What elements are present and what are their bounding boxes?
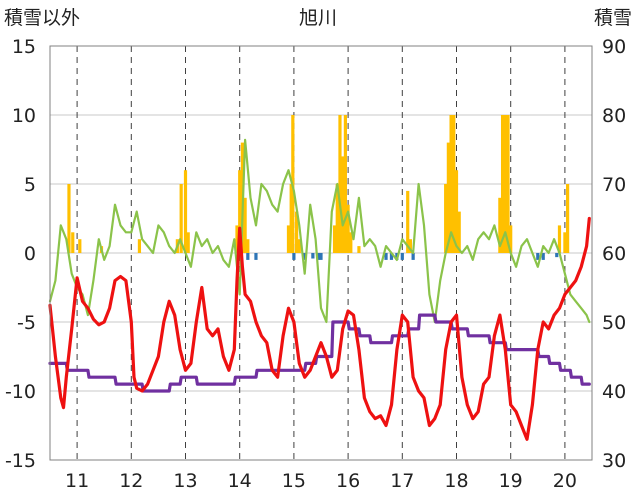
snowfall-bar (67, 184, 71, 253)
negative-bar (319, 253, 323, 260)
snowfall-bar (295, 211, 299, 253)
left-tick-label: 5 (24, 174, 36, 196)
snowfall-bar (343, 115, 347, 253)
snowfall-bar (186, 232, 190, 253)
left-tick-label: -5 (17, 312, 36, 334)
x-tick-label: 11 (65, 470, 89, 492)
snowfall-bar (297, 239, 301, 253)
snowfall-bar (406, 190, 410, 253)
negative-bar (536, 253, 540, 260)
snowfall-bar (238, 170, 242, 253)
left-tick-label: -15 (5, 450, 36, 472)
right-tick-label: 30 (602, 450, 626, 472)
left-tick-label: 15 (12, 36, 36, 58)
left-tick-label: 10 (12, 105, 36, 127)
snowfall-bar (341, 156, 345, 253)
snowfall-bar (235, 225, 239, 253)
negative-bar (411, 253, 415, 260)
left-tick-label: 0 (24, 243, 36, 265)
snowfall-bar (454, 170, 459, 253)
wind-line (48, 138, 591, 324)
snowfall-bar (243, 197, 247, 253)
snowfall-bar (335, 184, 339, 253)
left-tick-label: -10 (5, 381, 36, 403)
right-tick-label: 70 (602, 174, 626, 196)
snowfall-bar (332, 225, 337, 253)
snowfall-bar (566, 184, 570, 253)
negative-bar (246, 253, 250, 260)
plot-frame (49, 45, 593, 461)
tick-labels: -15 -10 -5 0 5 10 15 30 40 50 60 70 80 90 11 12 13 14 15 16… (5, 36, 626, 492)
snowfall-bar (557, 225, 562, 253)
snowfall-bar (286, 225, 291, 253)
snowfall-bar (408, 239, 413, 253)
snowfall-bar (357, 246, 361, 253)
snowfall-bar (78, 239, 82, 253)
snowfall-bar (446, 142, 450, 253)
negative-bar (303, 253, 307, 260)
negative-bar (400, 253, 404, 260)
negative-bar (541, 253, 545, 260)
x-tick-label: 16 (336, 470, 360, 492)
x-tick-label: 20 (553, 470, 577, 492)
x-tick-label: 18 (444, 470, 468, 492)
right-tick-label: 80 (602, 105, 626, 127)
series-lines (48, 138, 591, 441)
x-tick-label: 14 (228, 470, 252, 492)
negative-bar (316, 253, 320, 260)
right-tick-label: 50 (602, 312, 626, 334)
x-tick-label: 17 (390, 470, 414, 492)
right-tick-label: 60 (602, 243, 626, 265)
snowfall-bar (498, 197, 502, 253)
snowfall-bar (246, 239, 250, 253)
snowfall-bar (346, 204, 350, 253)
x-tick-label: 15 (282, 470, 306, 492)
negative-bar (384, 253, 388, 260)
snowfall-bar (500, 115, 505, 253)
snowfall-bar (509, 225, 513, 253)
temperature-line (48, 216, 591, 441)
negative-bar (311, 253, 315, 259)
negative-bar (254, 253, 258, 260)
x-tick-label: 12 (119, 470, 143, 492)
snowfall-bar (506, 115, 510, 253)
snowfall-bar (183, 170, 188, 253)
x-tick-label: 19 (499, 470, 523, 492)
snowfall-bar (289, 184, 293, 253)
right-tick-label: 90 (602, 36, 626, 58)
snowfall-bar (137, 239, 142, 253)
snowfall-bar (338, 115, 342, 253)
snowfall-bar (449, 115, 453, 253)
negative-bar (292, 253, 296, 260)
right-axis-label: 積雪 (594, 7, 632, 29)
snowfall-bar (452, 115, 456, 253)
snowfall-bar (349, 232, 353, 253)
left-axis-label: 積雪以外 (4, 7, 80, 29)
right-tick-label: 40 (602, 381, 626, 403)
snowfall-bar (457, 211, 461, 253)
x-tick-label: 13 (173, 470, 197, 492)
snowfall-bar (503, 115, 507, 253)
chart-title: 旭川 (299, 7, 337, 29)
snowfall-bar (179, 184, 183, 253)
negative-bar (389, 253, 394, 260)
snowfall-bar (444, 184, 448, 253)
snowfall-bar (563, 232, 567, 253)
negative-bar (555, 253, 559, 258)
snowfall-bar (71, 232, 75, 253)
